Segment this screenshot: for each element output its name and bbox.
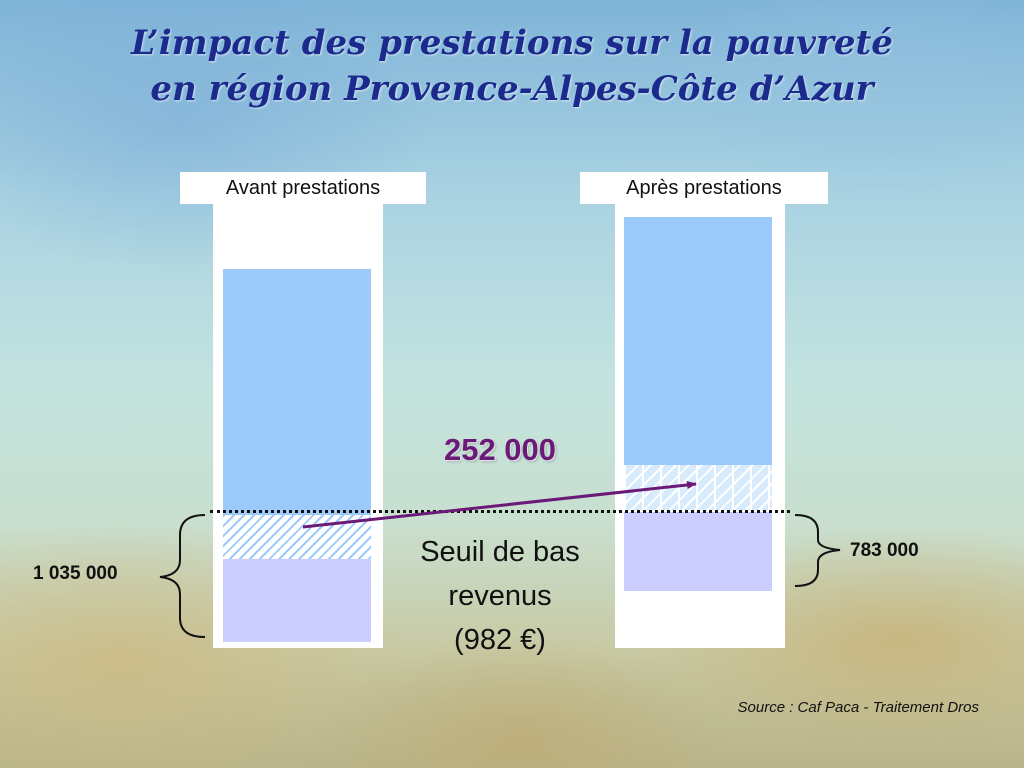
column-label-apres: Après prestations (580, 172, 828, 204)
slide-title-line-2: en région Provence-Alpes-Côte d’Azur (150, 69, 874, 109)
bar-poor-apres (624, 512, 772, 591)
brace-left (159, 514, 206, 638)
transfer-arrow (302, 481, 697, 529)
threshold-label-line-1: Seuil de bas (420, 536, 580, 568)
bar-poor-avant (223, 559, 371, 642)
slide-title-line-1: L’impact des prestations sur la pauvreté (131, 23, 893, 63)
source-note: Source : Caf Paca - Traitement Dros (737, 699, 979, 716)
count-label-avant: 1 035 000 (33, 563, 118, 584)
threshold-label: Seuil de bas revenus (982 €) (370, 530, 630, 662)
bar-lifted-segment-apres (624, 465, 772, 510)
transfer-count: 252 000 (443, 432, 557, 467)
bar-non-poor-apres (624, 217, 772, 465)
count-label-apres: 783 000 (850, 540, 919, 561)
threshold-line (210, 510, 790, 513)
column-label-avant: Avant prestations (180, 172, 426, 204)
brace-right (794, 514, 841, 587)
threshold-label-line-2: revenus (448, 580, 552, 612)
bar-non-poor-avant (223, 269, 371, 515)
slide-title: L’impact des prestations sur la pauvreté… (0, 20, 1024, 112)
threshold-label-line-3: (982 €) (454, 624, 546, 656)
